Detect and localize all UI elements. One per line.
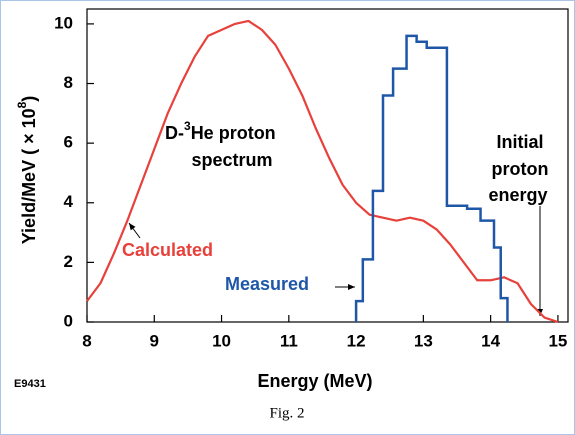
x-tick-label: 13 [414, 331, 433, 350]
annotation: D-3He proton [165, 119, 276, 143]
figure-code: E9431 [14, 378, 46, 390]
x-tick-label: 8 [82, 331, 91, 350]
y-tick-label: 0 [64, 311, 73, 330]
series-label: Calculated [122, 240, 213, 260]
plot-frame [86, 8, 569, 323]
y-axis-label: Yield/MeV ( × 108) [15, 96, 39, 245]
x-tick-label: 9 [150, 331, 159, 350]
series-line [86, 19, 559, 324]
caption: Fig. 2 [269, 405, 304, 421]
arrow [128, 222, 141, 239]
x-tick-label: 14 [481, 331, 500, 350]
series-label: Measured [225, 274, 309, 294]
y-tick-label: 2 [64, 252, 73, 271]
y-tick-label: 8 [64, 73, 73, 92]
x-tick-label: 11 [280, 331, 298, 350]
y-tick-label: 6 [64, 133, 73, 152]
annotation: energy [488, 185, 547, 205]
annotation: proton [492, 159, 549, 179]
x-tick-label: 12 [347, 331, 366, 350]
x-axis-label: Energy (MeV) [257, 371, 372, 391]
histogram-outline [354, 34, 509, 322]
y-tick-label: 10 [54, 13, 73, 32]
x-tick-label: 10 [212, 331, 231, 350]
y-tick-label: 4 [64, 192, 74, 211]
annotation: Initial [496, 132, 543, 152]
annotation: spectrum [191, 150, 272, 170]
x-tick-label: 15 [548, 331, 567, 350]
